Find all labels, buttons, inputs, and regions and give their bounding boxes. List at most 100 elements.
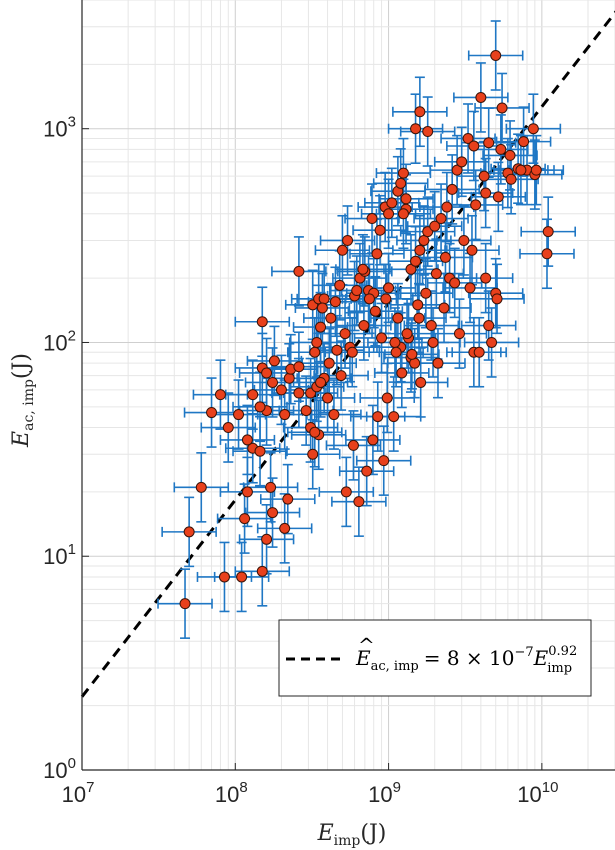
- data-point: [293, 265, 305, 277]
- data-point: [410, 123, 422, 135]
- data-point: [309, 426, 321, 438]
- data-point: [518, 136, 530, 148]
- data-point: [429, 220, 441, 232]
- data-point: [183, 526, 195, 538]
- x-axis-label-subscript: imp: [334, 833, 361, 849]
- data-point: [466, 244, 478, 256]
- data-point: [406, 348, 418, 360]
- data-point: [383, 208, 395, 220]
- data-point: [430, 268, 442, 280]
- data-point: [254, 401, 266, 413]
- data-point: [395, 177, 407, 189]
- data-point: [381, 392, 393, 404]
- x-tick-label-exponent: 8: [239, 779, 247, 796]
- data-point: [486, 336, 498, 348]
- data-point: [372, 411, 384, 423]
- x-axis-label-symbol: E: [317, 821, 334, 846]
- data-point: [397, 208, 409, 220]
- legend-rhs-exponent: −7: [514, 645, 533, 660]
- data-point: [435, 213, 447, 225]
- data-point: [383, 282, 395, 294]
- data-point: [392, 312, 404, 324]
- data-point: [334, 279, 346, 291]
- data-point: [401, 328, 413, 340]
- data-point: [425, 320, 437, 332]
- x-tick-label-exponent: 10: [542, 779, 559, 796]
- data-point: [374, 224, 386, 236]
- data-point: [480, 187, 492, 199]
- data-point: [541, 248, 553, 260]
- data-point: [473, 346, 485, 358]
- x-tick-label: 109: [368, 779, 401, 807]
- data-point: [282, 493, 294, 505]
- y-axis-label-symbol: E: [9, 431, 34, 448]
- data-point: [400, 193, 412, 205]
- data-point: [307, 448, 319, 460]
- data-point: [218, 571, 230, 583]
- data-point: [378, 455, 390, 467]
- y-tick-label-exponent: 0: [68, 755, 76, 772]
- y-tick-label-base: 10: [43, 758, 67, 783]
- fit-line-group: [80, 10, 615, 698]
- data-point: [340, 486, 352, 498]
- legend-label: Eac, imp = 8 × 10−7E0.92 imp: [355, 644, 577, 676]
- data-point: [420, 287, 432, 299]
- data-point: [363, 293, 375, 305]
- data-point: [339, 328, 351, 340]
- legend-rhs-symbol: E: [533, 646, 549, 670]
- legend-rhs-superscript: 0.92: [548, 644, 577, 659]
- data-point: [441, 201, 453, 213]
- data-point: [318, 293, 330, 305]
- data-point: [480, 272, 492, 284]
- x-tick-label: 107: [62, 779, 95, 807]
- data-point: [315, 376, 327, 388]
- data-point: [412, 299, 424, 311]
- data-point: [195, 481, 207, 493]
- data-point: [311, 336, 323, 348]
- data-point: [515, 164, 527, 176]
- data-point: [366, 213, 378, 225]
- data-point: [322, 392, 334, 404]
- x-tick-label-base: 10: [62, 782, 86, 807]
- data-point: [390, 346, 402, 358]
- legend-caret: ^: [358, 633, 375, 657]
- data-point: [530, 164, 542, 176]
- data-point: [214, 389, 226, 401]
- data-point: [331, 344, 343, 356]
- data-point: [267, 376, 279, 388]
- x-tick-label: 108: [215, 779, 248, 807]
- data-point: [413, 312, 425, 324]
- data-point: [279, 409, 291, 421]
- data-point: [397, 167, 409, 179]
- data-point: [342, 234, 354, 246]
- data-point: [329, 296, 341, 308]
- x-tick-label-exponent: 9: [393, 779, 401, 796]
- y-tick-label: 102: [43, 327, 76, 355]
- data-point: [389, 336, 401, 348]
- data-point: [491, 293, 503, 305]
- data-point: [261, 533, 273, 545]
- data-point: [300, 405, 312, 417]
- data-point: [414, 106, 426, 118]
- legend-rhs-prefix: = 8 × 10: [424, 646, 515, 670]
- data-point: [261, 367, 273, 379]
- x-tick-label-exponent: 7: [86, 779, 94, 796]
- data-point: [361, 465, 373, 477]
- y-tick-label-exponent: 1: [68, 541, 76, 558]
- data-point: [505, 173, 517, 185]
- data-point: [483, 320, 495, 332]
- data-point: [453, 328, 465, 340]
- data-point: [478, 170, 490, 182]
- data-point: [422, 126, 434, 138]
- data-point: [492, 191, 504, 203]
- data-point: [293, 361, 305, 373]
- data-point: [496, 102, 508, 114]
- data-point: [380, 293, 392, 305]
- data-point: [351, 285, 363, 297]
- data-point: [458, 234, 470, 246]
- x-tick-label-base: 10: [215, 782, 239, 807]
- data-point: [241, 434, 253, 446]
- x-axis-label-unit: (J): [360, 821, 386, 846]
